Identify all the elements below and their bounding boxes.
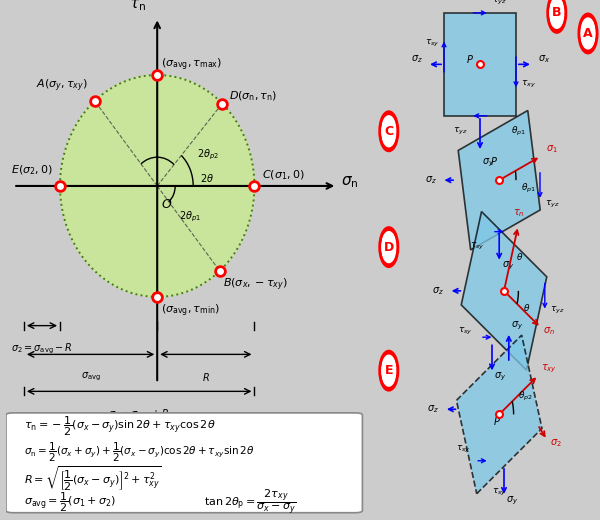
Text: $\sigma_z$: $\sigma_z$	[427, 404, 439, 415]
Text: $\sigma_x$: $\sigma_x$	[538, 54, 550, 65]
Text: D: D	[383, 241, 394, 254]
FancyBboxPatch shape	[6, 413, 362, 513]
Text: $\sigma_y$: $\sigma_y$	[506, 495, 518, 506]
Text: $\tau_{xy}$: $\tau_{xy}$	[541, 362, 557, 375]
Polygon shape	[458, 110, 540, 250]
Text: $R$: $R$	[202, 371, 210, 383]
Text: E: E	[385, 364, 393, 377]
Text: $E(\sigma_2, 0)$: $E(\sigma_2, 0)$	[11, 164, 53, 177]
Text: $\tau_{sy}$: $\tau_{sy}$	[492, 487, 506, 498]
Text: $\theta_{p2}$: $\theta_{p2}$	[518, 391, 533, 404]
Text: $\theta$: $\theta$	[523, 303, 530, 314]
Text: $\tau_{xy}$: $\tau_{xy}$	[521, 80, 536, 90]
Text: $\tau_\mathrm{n}$: $\tau_\mathrm{n}$	[130, 0, 146, 14]
Text: $2\theta$: $2\theta$	[200, 172, 214, 184]
Text: $\sigma_2$: $\sigma_2$	[550, 437, 562, 449]
Circle shape	[548, 0, 566, 32]
Text: $\sigma_1 = \sigma_\mathrm{avg} + R$: $\sigma_1 = \sigma_\mathrm{avg} + R$	[109, 408, 170, 422]
Text: $D(\sigma_\mathrm{n}, \tau_\mathrm{n})$: $D(\sigma_\mathrm{n}, \tau_\mathrm{n})$	[229, 89, 278, 103]
Text: $\sigma_z$: $\sigma_z$	[432, 285, 444, 297]
Polygon shape	[461, 212, 547, 370]
Circle shape	[550, 0, 564, 28]
Text: $\tau_n$: $\tau_n$	[514, 207, 525, 219]
Text: $P$: $P$	[490, 155, 499, 167]
Text: $2\theta_{p2}$: $2\theta_{p2}$	[197, 148, 219, 162]
Circle shape	[579, 14, 597, 53]
Text: $\tau_{yz}$: $\tau_{yz}$	[492, 0, 506, 7]
Text: $\sigma_y$: $\sigma_y$	[482, 157, 494, 170]
Text: $B(\sigma_x, -\tau_{xy})$: $B(\sigma_x, -\tau_{xy})$	[223, 277, 288, 293]
Text: $\sigma_\mathrm{avg} = \dfrac{1}{2}(\sigma_1 + \sigma_2)$: $\sigma_\mathrm{avg} = \dfrac{1}{2}(\sig…	[24, 490, 116, 514]
Text: $\sigma_z$: $\sigma_z$	[410, 54, 422, 65]
Polygon shape	[457, 335, 542, 493]
Circle shape	[380, 351, 398, 390]
Text: $(\sigma_\mathrm{avg}, \tau_\mathrm{max})$: $(\sigma_\mathrm{avg}, \tau_\mathrm{max}…	[161, 56, 222, 73]
Text: $\tau_{yz}$: $\tau_{yz}$	[545, 199, 559, 211]
Text: $\sigma_2 = \sigma_\mathrm{avg} - R$: $\sigma_2 = \sigma_\mathrm{avg} - R$	[11, 342, 73, 356]
Text: $C(\sigma_1, 0)$: $C(\sigma_1, 0)$	[262, 168, 304, 181]
Circle shape	[581, 18, 595, 49]
Text: $\tau_{sy}$: $\tau_{sy}$	[458, 326, 473, 336]
Text: $\tau_{sy}$: $\tau_{sy}$	[456, 444, 470, 455]
Text: $\sigma_\mathrm{avg}$: $\sigma_\mathrm{avg}$	[80, 371, 101, 383]
Text: $\sigma_y$: $\sigma_y$	[511, 319, 523, 332]
Circle shape	[382, 116, 396, 147]
Text: $\tan 2\theta_\mathrm{p} = \dfrac{2\tau_{xy}}{\sigma_x - \sigma_y}$: $\tan 2\theta_\mathrm{p} = \dfrac{2\tau_…	[204, 488, 296, 517]
Text: $\sigma_y$: $\sigma_y$	[502, 260, 514, 272]
Text: $P$: $P$	[466, 53, 475, 65]
Text: $\tau_\mathrm{n} = -\dfrac{1}{2}(\sigma_x - \sigma_y)\sin 2\theta + \tau_{xy}\co: $\tau_\mathrm{n} = -\dfrac{1}{2}(\sigma_…	[24, 414, 215, 438]
Text: $\sigma_1$: $\sigma_1$	[546, 143, 557, 155]
Text: $\sigma_\mathrm{n}$: $\sigma_\mathrm{n}$	[341, 174, 358, 190]
Circle shape	[380, 112, 398, 151]
Text: $\tau_{sy}$: $\tau_{sy}$	[425, 38, 439, 49]
Text: $(\sigma_\mathrm{avg}, \tau_\mathrm{min})$: $(\sigma_\mathrm{avg}, \tau_\mathrm{min}…	[161, 303, 220, 319]
Text: C: C	[384, 125, 394, 138]
Circle shape	[380, 228, 398, 267]
Polygon shape	[444, 13, 516, 116]
Text: $A(\sigma_y, \tau_{xy})$: $A(\sigma_y, \tau_{xy})$	[35, 78, 88, 95]
Text: $\theta$: $\theta$	[516, 251, 523, 262]
Text: $O$: $O$	[161, 198, 172, 211]
Text: $\sigma_\mathrm{n} = \dfrac{1}{2}(\sigma_x + \sigma_y) + \dfrac{1}{2}(\sigma_x -: $\sigma_\mathrm{n} = \dfrac{1}{2}(\sigma…	[24, 441, 254, 464]
Text: $2\theta_{p1}$: $2\theta_{p1}$	[179, 209, 201, 224]
Circle shape	[382, 355, 396, 386]
Text: $\sigma_y$: $\sigma_y$	[494, 371, 506, 383]
Text: $\tau_{yz}$: $\tau_{yz}$	[550, 305, 564, 316]
Text: $P$: $P$	[493, 415, 501, 427]
Text: $\sigma_n$: $\sigma_n$	[544, 325, 556, 337]
Text: A: A	[583, 27, 593, 40]
Text: $\theta_{p1}$: $\theta_{p1}$	[511, 125, 526, 138]
Text: $R = \sqrt{\left[\dfrac{1}{2}(\sigma_x - \sigma_y)\right]^2 + \tau_{xy}^2}$: $R = \sqrt{\left[\dfrac{1}{2}(\sigma_x -…	[24, 464, 162, 493]
Circle shape	[382, 232, 396, 263]
Text: $\tau_{yz}$: $\tau_{yz}$	[454, 126, 468, 137]
Text: $\tau_{sy}$: $\tau_{sy}$	[470, 241, 485, 252]
Text: $\sigma_z$: $\sigma_z$	[425, 174, 437, 186]
Text: B: B	[552, 6, 562, 19]
Text: $\theta_{p1}$: $\theta_{p1}$	[521, 182, 536, 195]
Polygon shape	[60, 75, 254, 297]
